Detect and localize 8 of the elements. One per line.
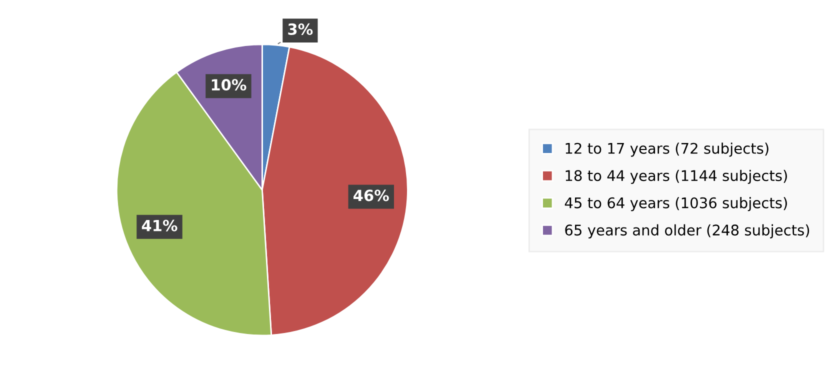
legend-label: 12 to 17 years (72 subjects) — [566, 142, 768, 157]
data-label: 41% — [142, 220, 178, 232]
legend-label: 18 to 44 years (1144 subjects) — [566, 170, 787, 184]
data-label: 3% — [288, 23, 313, 35]
data-label: 46% — [354, 190, 389, 202]
legend-label: 45 to 64 years (1036 subjects) — [564, 197, 787, 212]
legend-label: 65 years and older (248 subjects) — [565, 224, 810, 238]
data-label: 10% — [212, 79, 246, 91]
